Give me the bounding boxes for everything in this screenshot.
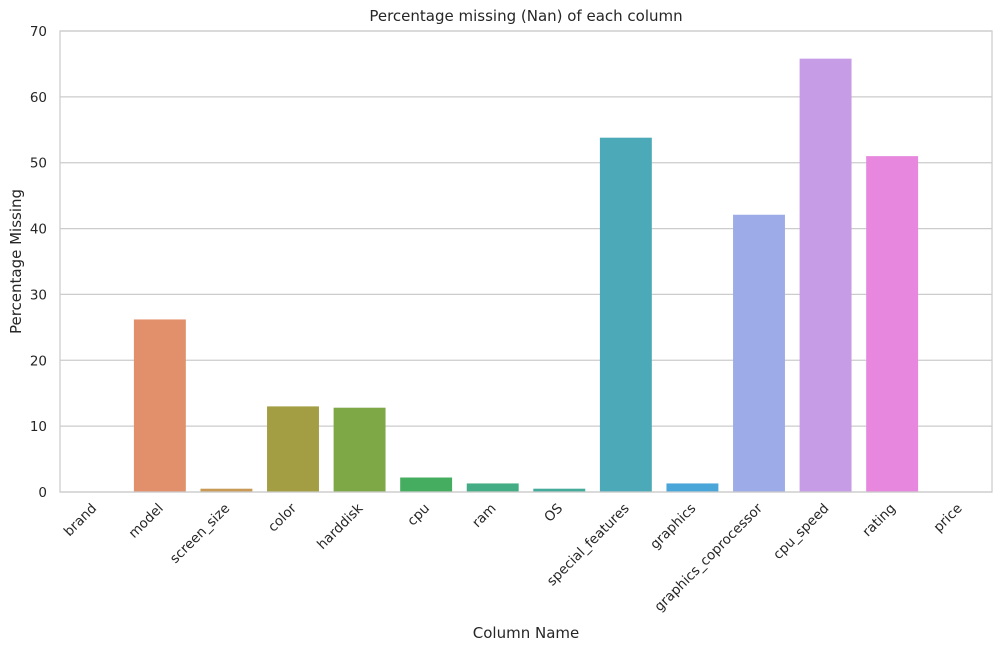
x-axis-label: Column Name	[473, 624, 579, 642]
bar-cpu-speed	[799, 58, 852, 492]
y-tick-label: 30	[30, 287, 47, 303]
bar-graphics	[666, 483, 719, 492]
bar-special-features	[599, 137, 652, 492]
y-tick-labels: 0 10 20 30 40 50 60 70	[30, 24, 47, 501]
bar-cpu	[400, 477, 453, 492]
y-tick-label: 60	[30, 90, 47, 106]
bar-rating	[866, 156, 919, 492]
y-axis-label: Percentage Missing	[7, 189, 25, 334]
y-tick-label: 50	[30, 156, 47, 172]
bar-screen-size	[200, 488, 253, 492]
bar-model	[133, 319, 186, 492]
chart-title: Percentage missing (Nan) of each column	[369, 7, 682, 25]
bar-harddisk	[333, 407, 386, 492]
y-tick-label: 40	[30, 222, 47, 238]
bars	[133, 58, 919, 492]
y-tick-label: 20	[30, 353, 47, 369]
y-tick-label: 0	[38, 485, 47, 501]
y-tick-label: 70	[30, 24, 47, 40]
bar-graphics-coprocessor	[733, 214, 785, 492]
bar-color	[267, 406, 319, 492]
bar-os	[533, 488, 586, 492]
y-tick-label: 10	[30, 419, 47, 435]
bar-ram	[466, 483, 519, 492]
plot-frame	[59, 30, 993, 493]
